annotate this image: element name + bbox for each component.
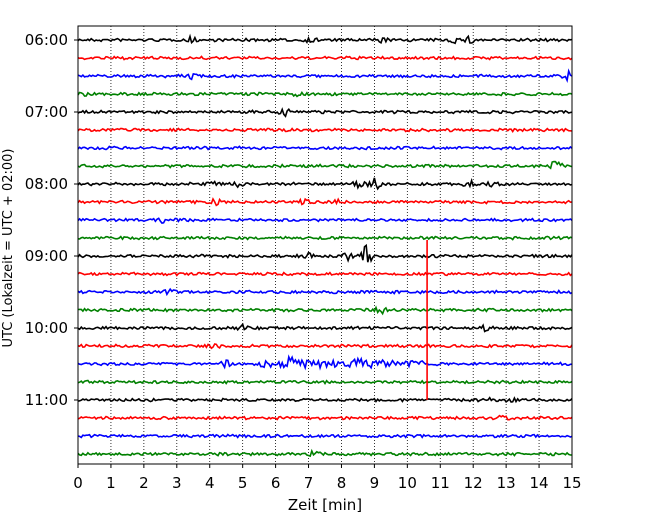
trace-0615 bbox=[77, 55, 573, 61]
trace-0945 bbox=[77, 305, 573, 316]
trace-0745 bbox=[77, 160, 573, 170]
x-tick-label: 11 bbox=[431, 474, 450, 492]
trace-1015 bbox=[77, 343, 573, 350]
plot-area bbox=[78, 26, 572, 464]
trace-0930 bbox=[77, 287, 573, 297]
traces bbox=[77, 33, 573, 458]
trace-0830 bbox=[77, 217, 573, 224]
trace-1145 bbox=[77, 448, 572, 458]
trace-1030 bbox=[77, 354, 573, 371]
trace-1100 bbox=[77, 396, 573, 404]
x-tick-label: 4 bbox=[205, 474, 215, 492]
x-tick-label: 2 bbox=[139, 474, 149, 492]
x-tick-label: 3 bbox=[172, 474, 182, 492]
y-tick-label: 10:00 bbox=[25, 319, 68, 337]
x-tick-label: 12 bbox=[464, 474, 483, 492]
plot-frame bbox=[77, 25, 573, 465]
x-tick-label: 6 bbox=[271, 474, 281, 492]
trace-1045 bbox=[77, 379, 573, 386]
trace-0600 bbox=[77, 33, 573, 45]
trace-1130 bbox=[77, 433, 573, 439]
trace-0715 bbox=[77, 127, 573, 133]
x-tick-label: 10 bbox=[398, 474, 417, 492]
trace-0845 bbox=[77, 235, 573, 241]
y-tick-label: 07:00 bbox=[25, 103, 68, 121]
trace-0815 bbox=[77, 197, 573, 207]
y-tick-label: 11:00 bbox=[25, 391, 68, 409]
x-axis-label: Zeit [min] bbox=[288, 496, 362, 514]
x-tick-label: 13 bbox=[497, 474, 516, 492]
y-axis: 06:00 07:00 08:00 09:00 10:00 11:00 bbox=[25, 31, 78, 409]
y-tick-label: 09:00 bbox=[25, 247, 68, 265]
trace-0630 bbox=[77, 68, 573, 84]
x-tick-label: 0 bbox=[73, 474, 83, 492]
trace-0900 bbox=[77, 243, 573, 264]
x-tick-label: 1 bbox=[106, 474, 116, 492]
trace-0730 bbox=[77, 145, 573, 151]
x-tick-label: 9 bbox=[370, 474, 380, 492]
grid bbox=[110, 26, 540, 464]
y-tick-label: 08:00 bbox=[25, 175, 68, 193]
x-axis: 0 1 2 3 4 5 6 7 8 9 10 11 12 13 14 15 bbox=[73, 464, 582, 492]
x-tick-label: 5 bbox=[238, 474, 248, 492]
trace-0645 bbox=[77, 91, 573, 98]
y-axis-label: UTC (Lokalzeit = UTC + 02:00) bbox=[1, 149, 16, 348]
trace-0800 bbox=[77, 177, 573, 191]
x-tick-label: 8 bbox=[337, 474, 347, 492]
trace-0915 bbox=[77, 271, 573, 277]
y-tick-label: 06:00 bbox=[25, 31, 68, 49]
trace-1115 bbox=[77, 414, 573, 421]
x-tick-label: 14 bbox=[530, 474, 549, 492]
trace-1000 bbox=[77, 322, 573, 333]
x-tick-label: 7 bbox=[304, 474, 314, 492]
trace-0700 bbox=[77, 107, 573, 118]
x-tick-label: 15 bbox=[562, 474, 581, 492]
